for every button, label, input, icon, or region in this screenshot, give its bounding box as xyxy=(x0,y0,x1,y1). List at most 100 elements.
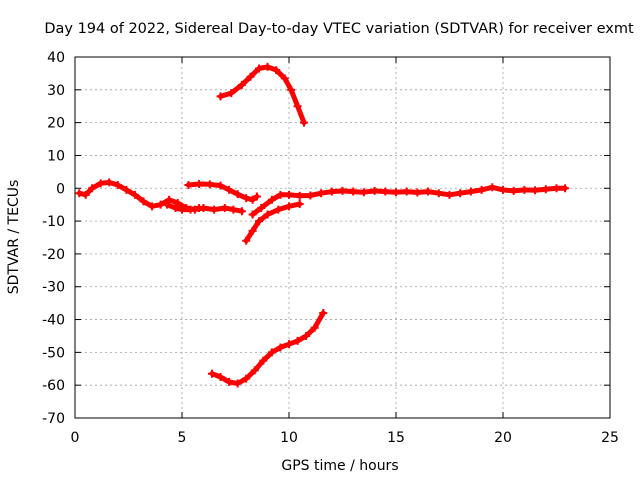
data-point xyxy=(267,348,276,357)
data-point xyxy=(295,200,304,209)
y-tick-label: 40 xyxy=(47,50,65,66)
data-point xyxy=(205,180,214,189)
x-tick-label: 25 xyxy=(601,430,619,446)
data-point xyxy=(293,336,302,345)
data-point xyxy=(319,308,328,317)
data-point xyxy=(252,192,261,201)
plot-frame xyxy=(74,56,611,419)
data-point xyxy=(477,185,486,194)
y-tick-label: -10 xyxy=(42,214,65,230)
data-point xyxy=(541,185,550,194)
data-point xyxy=(122,185,131,194)
data-point xyxy=(216,92,225,101)
data-point xyxy=(237,207,246,216)
data-point xyxy=(216,372,225,381)
data-point xyxy=(280,74,289,83)
data-point xyxy=(257,203,266,212)
data-series xyxy=(75,62,570,388)
data-point xyxy=(402,187,411,196)
series-trace xyxy=(218,64,307,126)
y-tick-label: -70 xyxy=(42,411,65,427)
data-point xyxy=(272,66,281,75)
series-arc-high xyxy=(216,62,308,127)
data-point xyxy=(285,340,293,349)
data-point xyxy=(233,379,242,388)
data-point xyxy=(349,187,358,196)
data-point xyxy=(105,178,114,187)
data-point xyxy=(520,185,529,194)
chart-title: Day 194 of 2022, Sidereal Day-to-day VTE… xyxy=(44,21,634,37)
data-point xyxy=(509,186,518,195)
data-point xyxy=(165,195,174,204)
series-arc-rising-1 xyxy=(242,200,304,245)
data-point xyxy=(285,202,293,211)
data-point xyxy=(229,205,238,214)
x-tick-label: 10 xyxy=(280,430,298,446)
data-point xyxy=(233,190,242,199)
data-point xyxy=(255,217,264,226)
data-point xyxy=(139,197,148,206)
data-point xyxy=(246,72,255,81)
data-point xyxy=(195,180,204,189)
data-point xyxy=(327,187,336,196)
data-point xyxy=(338,186,347,195)
data-point xyxy=(488,183,497,192)
data-point xyxy=(210,205,219,214)
data-point xyxy=(434,189,443,198)
y-tick-label: -50 xyxy=(42,345,65,361)
data-point xyxy=(381,187,390,196)
y-tick-label: 20 xyxy=(47,116,65,132)
data-point xyxy=(96,179,105,188)
y-tick-label: -40 xyxy=(42,313,65,329)
data-point xyxy=(184,180,193,189)
data-point xyxy=(248,226,257,235)
y-tick-label: -20 xyxy=(42,247,65,263)
series-arc-low-front xyxy=(163,200,204,214)
data-point xyxy=(259,356,268,365)
y-tick-label: 30 xyxy=(47,83,65,99)
data-point xyxy=(195,203,204,212)
data-point xyxy=(250,366,259,375)
data-point xyxy=(359,188,368,197)
data-point xyxy=(225,185,234,194)
x-tick-label: 15 xyxy=(387,430,405,446)
data-point xyxy=(237,80,246,89)
axis-ticks: 0 5 10 15 20 25 40 30 20 10 0 -10 -20 -30 -40 -50 -60 -70 xyxy=(42,50,619,446)
data-point xyxy=(299,118,308,127)
data-point xyxy=(216,181,225,190)
y-tick-label: 0 xyxy=(56,181,65,197)
data-point xyxy=(242,194,251,203)
data-point xyxy=(370,186,379,195)
data-point xyxy=(173,199,182,208)
data-point xyxy=(317,189,326,198)
data-point xyxy=(276,190,285,199)
data-point xyxy=(263,62,272,71)
data-point xyxy=(227,89,236,98)
data-point xyxy=(274,205,283,214)
y-axis-label: SDTVAR / TECUs xyxy=(6,180,22,295)
data-point xyxy=(295,191,304,200)
data-point xyxy=(148,202,157,211)
data-point xyxy=(242,374,251,383)
data-point xyxy=(178,205,186,214)
data-point xyxy=(287,85,296,94)
series-arc-rising-2 xyxy=(248,183,570,219)
series-trace xyxy=(243,201,303,244)
data-point xyxy=(306,191,315,200)
data-point xyxy=(248,210,257,219)
data-point xyxy=(130,190,139,199)
data-point xyxy=(248,195,257,204)
data-point xyxy=(255,64,264,73)
data-point xyxy=(75,189,84,198)
data-point xyxy=(186,205,195,214)
x-tick-label: 20 xyxy=(494,430,512,446)
data-point xyxy=(285,190,293,199)
data-point xyxy=(293,102,302,111)
data-point xyxy=(113,180,122,189)
x-tick-label: 5 xyxy=(178,430,187,446)
data-point xyxy=(302,331,311,340)
data-point xyxy=(499,185,507,194)
data-point xyxy=(561,184,570,193)
data-point xyxy=(242,236,251,245)
